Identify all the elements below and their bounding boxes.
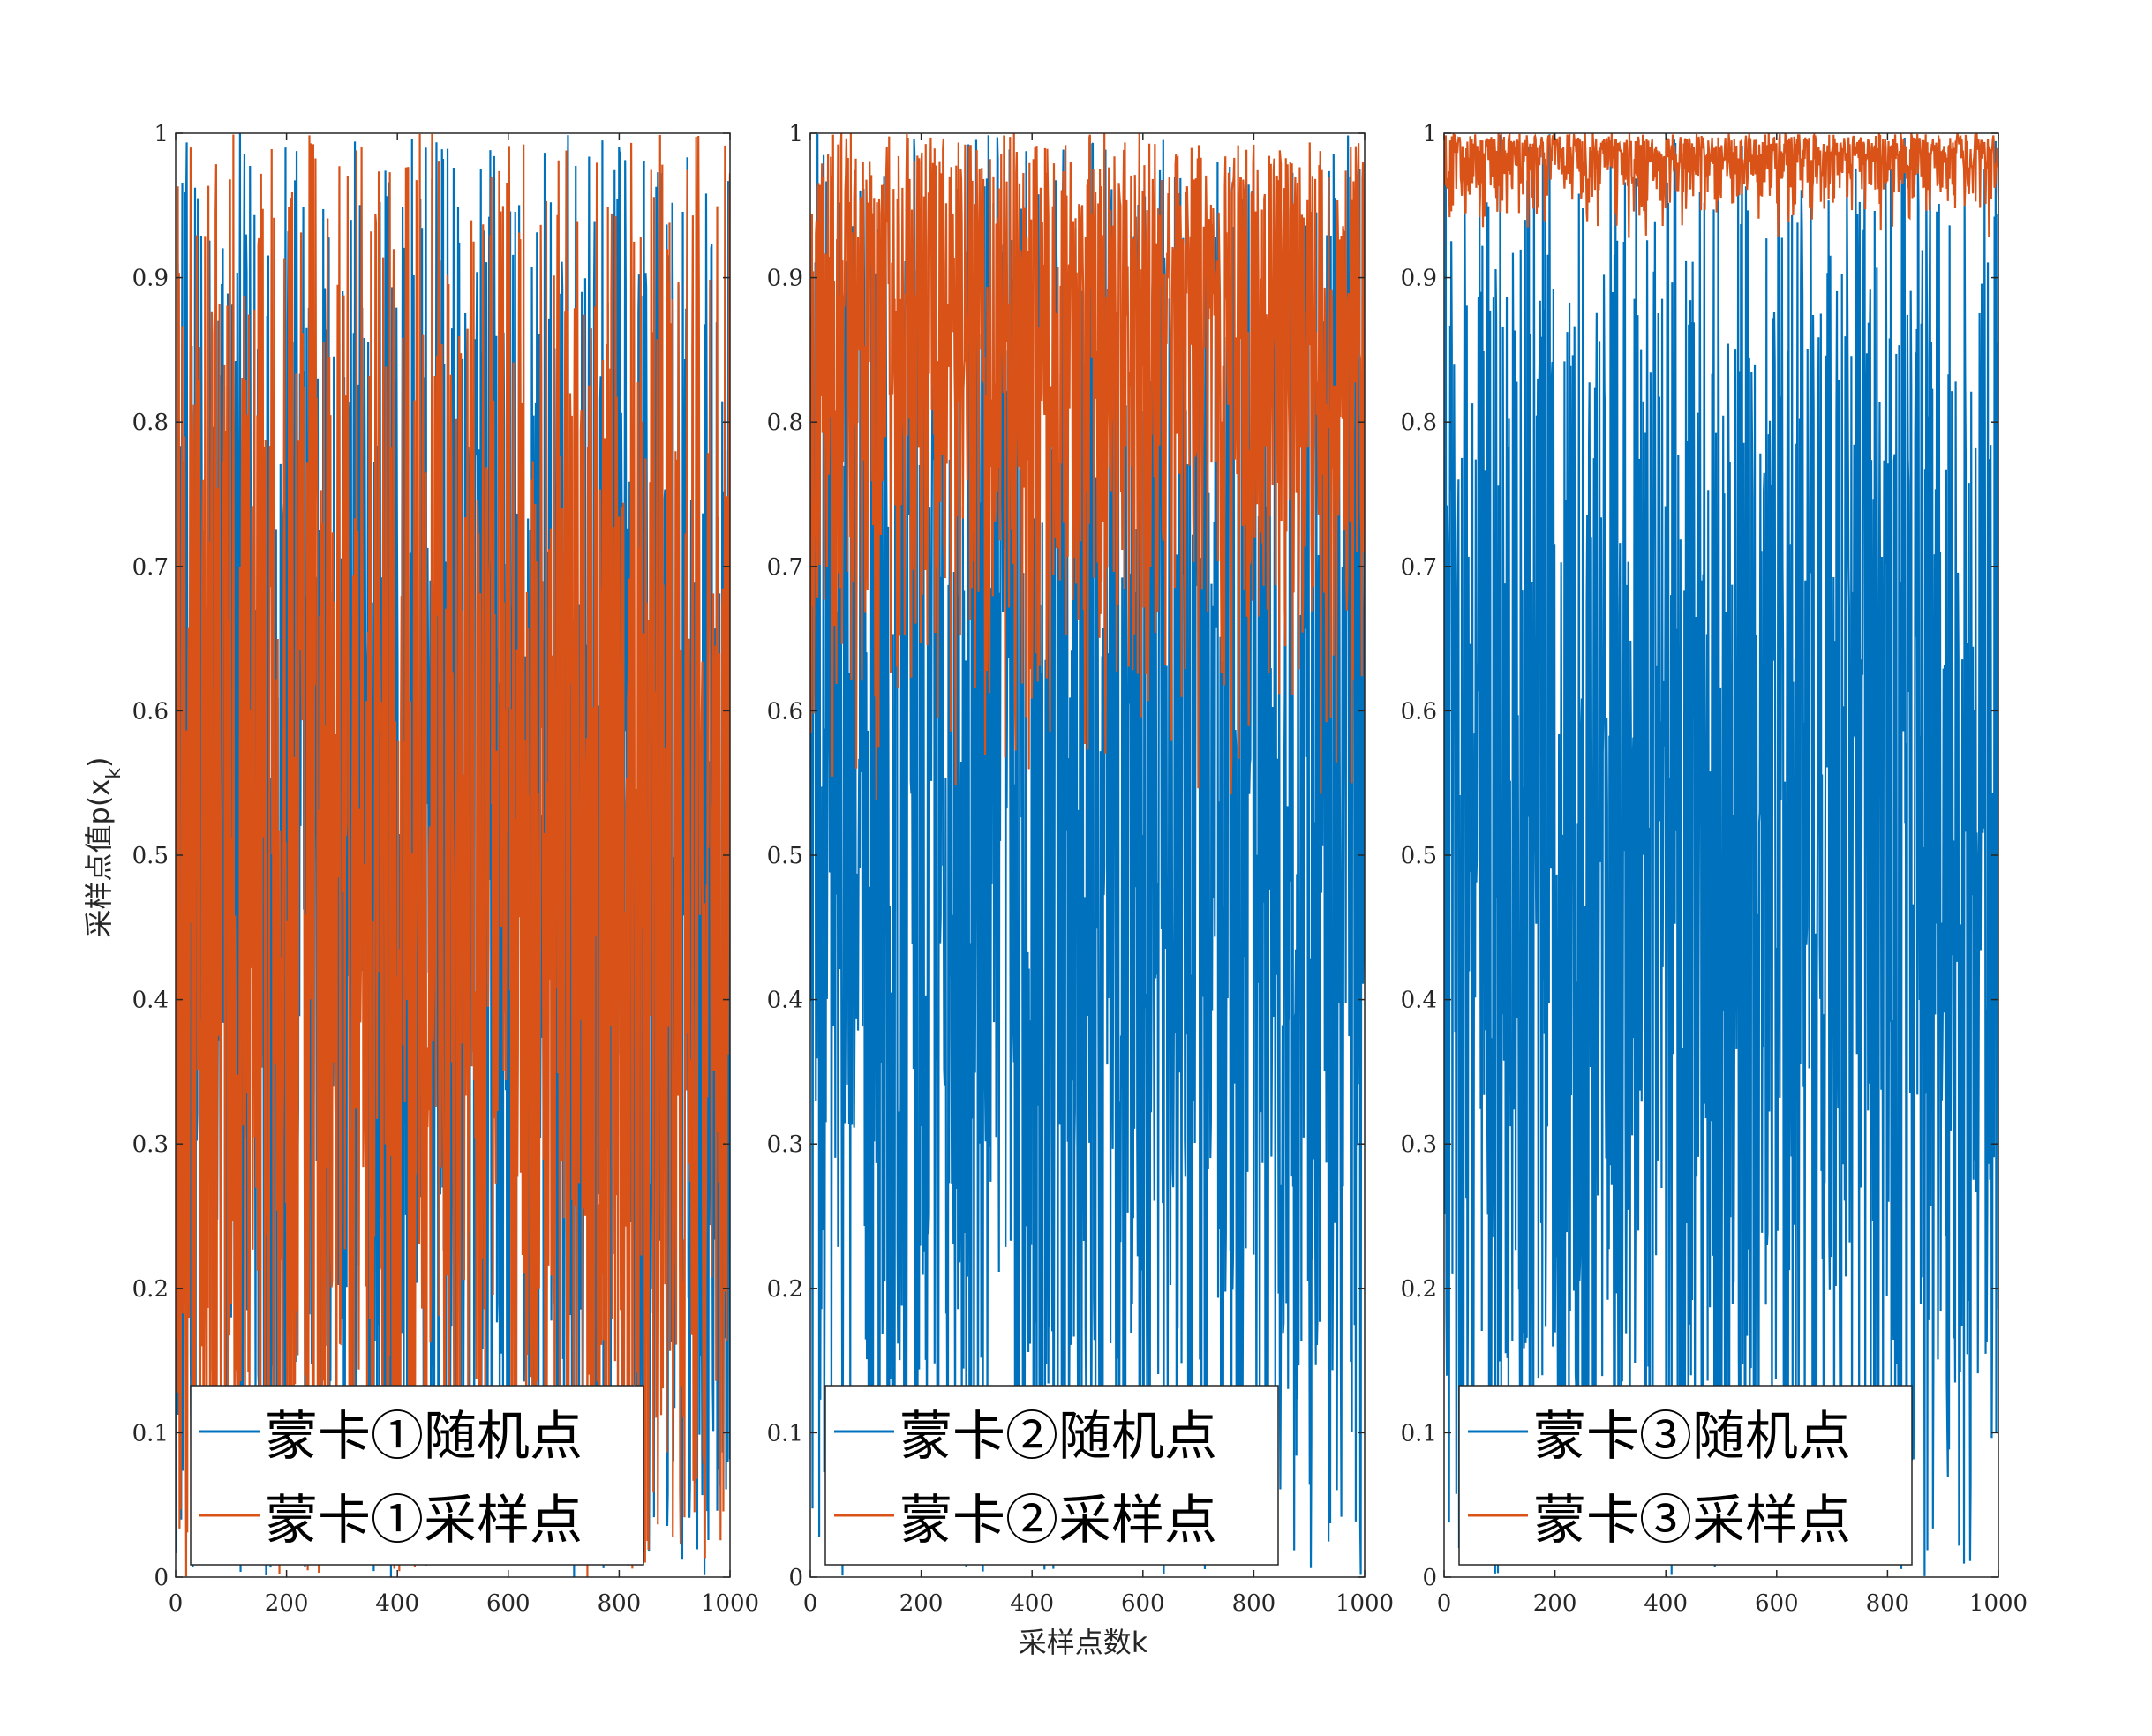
y-tick-label: 0.3 [767,1131,803,1158]
panels: 0 200 400 600 800 100000.10.20.30.40.50.60.70… [132,121,2028,1617]
y-tick-label: 0.4 [1401,988,1437,1014]
legend-label: 蒙卡③采样点 [1533,1490,1851,1552]
x-tick-label: 600 [1755,1590,1799,1617]
chart-panel-3: 0 200 400 600 800 1000 0 0.1 0.2 0.3 0.4 0.5 0.6 0.7 0… [1401,121,2028,1617]
y-tick-label: 1 [1422,121,1437,147]
x-tick-label: 200 [265,1590,309,1617]
x-tick-label: 800 [1232,1590,1276,1617]
x-tick-label: 400 [1010,1590,1054,1617]
y-tick-label: 0.2 [132,1276,169,1303]
y-tick-label: 0.9 [132,266,169,292]
y-tick-label: 0.1 [1401,1420,1437,1447]
series-group [176,133,730,1577]
chart-panel-1: 0 200 400 600 800 1000 0 0.1 0.2 0.3 0.4 0.5 0.6 0.7 0… [132,121,759,1617]
legend-label: 蒙卡①随机点 [265,1406,583,1468]
y-tick-label: 0.7 [132,554,169,581]
y-tick-label: 0.3 [1401,1131,1437,1158]
y-tick-label: 0 [788,1565,803,1591]
legend-label: 蒙卡③随机点 [1533,1406,1851,1468]
x-tick-label: 200 [899,1590,944,1617]
y-tick-label: 0.1 [767,1420,803,1447]
y-tick-label: 0.7 [1401,554,1437,581]
x-tick-label: 1000 [1969,1590,2028,1617]
y-tick-label: 0.7 [767,554,803,581]
legend-label: 蒙卡②采样点 [899,1490,1217,1552]
legend-box [1458,1385,1913,1566]
y-tick-label: 0.8 [1401,410,1437,436]
y-tick-label: 1 [154,121,169,147]
chart-panel-2: 0 200 400 600 800 1000 0 0.1 0.2 0.3 0.4 0.5 0.6 0.7 0… [767,121,1394,1617]
series-line-2 [176,133,730,1577]
y-tick-label: 0 [1422,1565,1437,1591]
x-tick-label: 0 [169,1590,184,1617]
y-tick-label: 1 [788,121,803,147]
x-tick-label: 600 [486,1590,530,1617]
y-axis-label-subscript: k [103,768,125,779]
y-tick-label: 0.6 [132,698,169,725]
x-tick-label: 800 [1866,1590,1910,1617]
y-tick-label: 0.5 [132,843,169,869]
x-tick-label: 600 [1121,1590,1165,1617]
x-axis-label: 采样点数k [1019,1626,1148,1659]
y-tick-label: 0.9 [767,266,803,292]
y-tick-label: 0.8 [767,410,803,436]
y-tick-label: 0.6 [1401,698,1437,725]
series-line-2 [810,133,1365,800]
legend-label: 蒙卡②随机点 [899,1406,1217,1468]
y-tick-label: 0 [154,1565,169,1591]
y-axis-label-main: 采样点值p(x [82,779,116,938]
legend-box [190,1385,644,1566]
y-tick-label: 0.3 [132,1131,169,1158]
x-tick-label: 1000 [1336,1590,1394,1617]
y-tick-label: 0.5 [767,843,803,869]
x-tick-label: 200 [1533,1590,1577,1617]
legend-box [824,1385,1279,1566]
y-tick-label: 0.8 [132,410,169,436]
series-group [810,133,1365,1576]
x-tick-label: 0 [1437,1590,1452,1617]
y-tick-label: 0.6 [767,698,803,725]
legend-label: 蒙卡①采样点 [265,1490,583,1552]
series-line-2 [1444,133,1998,238]
y-tick-label: 0.2 [767,1276,803,1303]
y-tick-label: 0.2 [1401,1276,1437,1303]
x-tick-label: 0 [803,1590,818,1617]
x-tick-label: 800 [598,1590,642,1617]
y-tick-label: 0.4 [767,988,803,1014]
y-tick-label: 0.5 [1401,843,1437,869]
y-tick-label: 0.1 [132,1420,169,1447]
x-tick-label: 400 [375,1590,419,1617]
x-tick-label: 1000 [701,1590,759,1617]
y-axis-label: 采样点值p(xk) [82,757,125,938]
y-axis-label-end: ) [82,757,116,768]
y-tick-label: 0.9 [1401,266,1437,292]
y-tick-label: 0.4 [132,988,169,1014]
x-tick-label: 400 [1644,1590,1688,1617]
